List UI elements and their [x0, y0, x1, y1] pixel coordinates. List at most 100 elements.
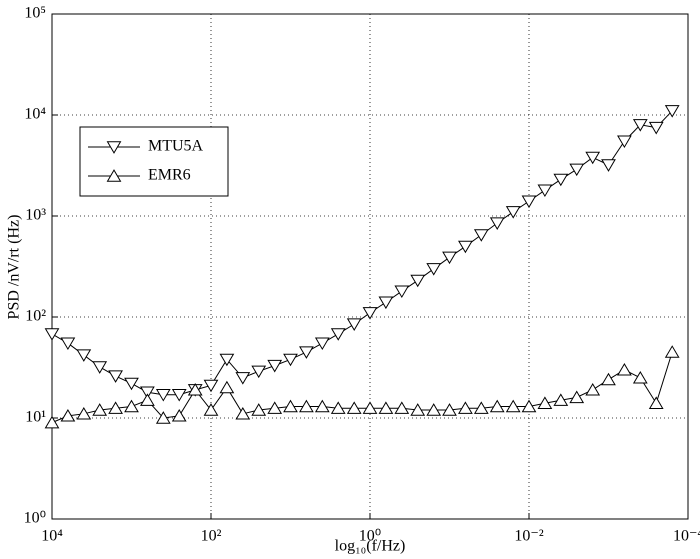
marker [489, 399, 505, 413]
marker [108, 370, 123, 383]
marker [299, 399, 314, 413]
marker [155, 411, 171, 424]
marker [617, 135, 632, 149]
marker [76, 349, 92, 362]
marker [394, 401, 410, 414]
marker [378, 401, 394, 414]
marker [60, 409, 76, 422]
marker [632, 370, 648, 384]
marker [235, 372, 251, 385]
marker [299, 346, 314, 359]
marker [44, 415, 60, 429]
marker [171, 389, 187, 402]
marker [505, 206, 521, 219]
marker [362, 401, 378, 414]
x-axis-label: log₁₀(f/Hz) [335, 538, 406, 555]
marker [648, 121, 664, 135]
marker [235, 406, 251, 420]
marker [251, 403, 267, 416]
marker [505, 399, 521, 413]
marker [362, 307, 378, 320]
marker [140, 386, 155, 400]
marker [521, 195, 537, 209]
y-tick-label: 10⁴ [24, 106, 46, 123]
marker [664, 105, 680, 118]
x-tick-label: 10⁻⁴ [673, 528, 700, 545]
legend-marker [106, 141, 122, 154]
x-tick-label: 10⁰ [359, 528, 381, 545]
legend-label: MTU5A [148, 138, 204, 155]
marker [251, 365, 267, 379]
series-line [51, 351, 673, 424]
marker [617, 362, 632, 376]
marker [632, 119, 648, 132]
marker [76, 406, 92, 420]
marker [60, 337, 76, 351]
marker [458, 401, 473, 414]
marker [537, 184, 553, 198]
marker [171, 409, 187, 422]
y-tick-label: 10² [25, 308, 46, 325]
marker [442, 403, 457, 416]
series-line [51, 110, 673, 396]
plot-frame [51, 13, 689, 520]
marker [108, 401, 123, 414]
marker [155, 389, 171, 402]
marker [330, 401, 346, 414]
marker [521, 399, 537, 413]
marker [267, 401, 283, 414]
legend-marker [106, 169, 122, 182]
marker [219, 353, 235, 367]
marker [394, 285, 410, 299]
marker [378, 296, 394, 310]
marker [124, 377, 139, 391]
marker [458, 240, 473, 254]
marker [92, 403, 108, 416]
marker [44, 328, 60, 341]
marker [426, 263, 442, 276]
marker [426, 403, 442, 416]
x-tick-label: 10⁻² [514, 528, 543, 545]
marker [489, 217, 505, 230]
legend-box [79, 126, 229, 197]
marker [442, 251, 457, 265]
y-tick-label: 10⁵ [24, 5, 46, 22]
marker [473, 401, 489, 414]
x-tick-label: 10⁴ [41, 528, 63, 545]
marker [537, 396, 553, 409]
y-axis-label: PSD /nV/rt (Hz) [6, 215, 23, 320]
y-tick-label: 10⁰ [24, 510, 46, 527]
marker [410, 274, 426, 288]
y-tick-label: 10³ [25, 207, 46, 224]
marker [283, 399, 298, 413]
marker [553, 393, 569, 406]
marker [124, 399, 139, 413]
marker [473, 229, 489, 242]
marker [585, 383, 601, 396]
marker [346, 318, 362, 331]
marker [283, 353, 298, 367]
marker [569, 163, 585, 177]
marker [330, 328, 346, 341]
marker [664, 345, 680, 358]
marker [92, 361, 108, 374]
marker [314, 337, 330, 351]
marker [346, 401, 362, 414]
x-tick-label: 10² [201, 528, 222, 545]
marker [585, 151, 601, 165]
marker [203, 403, 219, 416]
marker [140, 393, 155, 406]
marker [648, 396, 664, 409]
marker [553, 173, 569, 187]
marker [219, 380, 235, 394]
marker [569, 390, 585, 404]
legend-label: EMR6 [148, 167, 191, 184]
marker [601, 159, 616, 172]
marker [601, 372, 616, 386]
marker [267, 359, 283, 373]
marker [314, 399, 330, 413]
marker [187, 383, 203, 396]
marker [203, 379, 219, 393]
